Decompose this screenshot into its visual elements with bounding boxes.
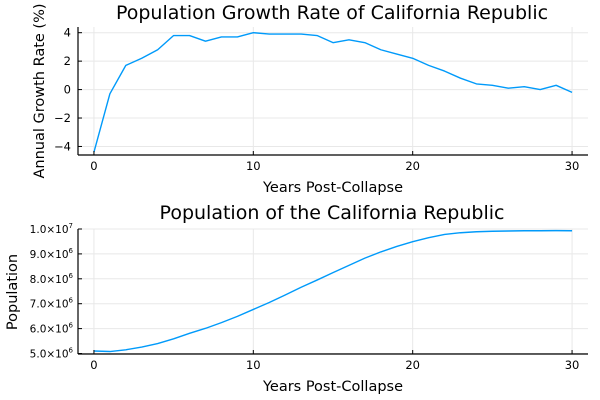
growth-rate-y-axis-label: Annual Growth Rate (%) [32,3,48,178]
population-series-line [93,229,573,353]
population-series [93,229,573,353]
population-x-tick-label: 30 [565,358,580,372]
population-x-ticks: 0 10 20 30 [90,350,579,372]
population-x-tick-label: 0 [90,358,97,372]
population-y-tick-label: 1.0×107 [30,222,73,236]
population-x-axis-label: Years Post-Collapse [262,379,403,395]
growth-rate-x-tick-label: 0 [90,159,97,173]
population-y-tick-label: 5.0×106 [30,347,74,361]
growth-rate-y-tick-label: 4 [64,26,71,40]
growth-rate-y-ticks: −4 −2 0 2 4 [54,26,82,153]
population-x-tick-label: 10 [246,358,261,372]
population-panel: Population of the California Republic 0 1… [5,202,588,395]
population-y-axis-label: Population [5,254,21,330]
population-y-ticks: 5.0×106 6.0×106 7.0×106 8.0×106 9.0×106 1.0×1… [30,222,82,361]
growth-rate-x-tick-label: 20 [405,159,420,173]
growth-rate-x-ticks: 0 10 20 30 [90,151,579,173]
population-gridlines [78,228,588,355]
population-y-tick-label: 6.0×106 [30,322,74,336]
growth-rate-x-axis-label: Years Post-Collapse [262,180,403,196]
population-title: Population of the California Republic [160,202,505,224]
growth-rate-y-tick-label: −4 [54,139,71,153]
growth-rate-y-tick-label: −2 [54,111,71,125]
growth-rate-x-tick-label: 10 [246,159,261,173]
population-y-tick-label: 9.0×106 [30,247,74,261]
population-x-tick-label: 20 [405,358,420,372]
growth-rate-series-line [93,31,573,153]
growth-rate-title: Population Growth Rate of California Rep… [116,2,548,24]
growth-rate-y-tick-label: 0 [64,83,71,97]
growth-rate-series [93,31,573,153]
population-y-tick-label: 7.0×106 [30,297,74,311]
population-y-tick-label: 8.0×106 [30,272,74,286]
growth-rate-y-tick-label: 2 [64,54,71,68]
growth-rate-gridlines [78,27,588,155]
growth-rate-x-tick-label: 30 [565,159,580,173]
growth-rate-panel: Population Growth Rate of California Rep… [32,2,588,196]
